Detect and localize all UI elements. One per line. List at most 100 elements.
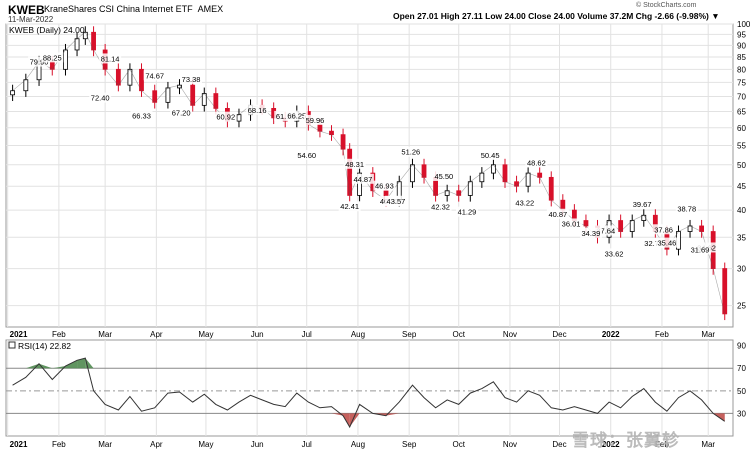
price-annotation-label: 37.64 [596, 226, 615, 235]
chart-header: KWEB KraneShares CSI China Internet ETF … [0, 0, 750, 24]
price-tick-label: 25 [737, 302, 746, 311]
price-candle [190, 84, 196, 106]
rsi-line [12, 357, 725, 429]
rsi-x-tick-label: Jun [251, 440, 264, 449]
price-annotation-bg [579, 227, 602, 238]
price-x-tick-label: Feb [52, 330, 66, 339]
rsi-oversold-fill [349, 413, 360, 427]
rsi-x-tick-label: 2022 [602, 440, 620, 449]
price-annotation-bg [170, 107, 193, 118]
price-annotation-label: 48.62 [527, 158, 546, 167]
price-annotation-label: 81.14 [101, 54, 120, 63]
rsi-panel-title: RSI(14) 22.82 [18, 341, 71, 351]
rsi-x-tick-label: Feb [52, 440, 66, 449]
price-annotation-bg [688, 244, 711, 255]
price-tick-label: 40 [737, 206, 746, 215]
price-annotation-bg [373, 180, 396, 191]
price-annotation-label: 34.39 [582, 229, 601, 238]
price-annotation-bg [642, 237, 665, 248]
price-tick-label: 45 [737, 182, 746, 191]
price-annotation-label: 54.60 [297, 151, 316, 160]
rsi-tick-label: 70 [737, 364, 746, 373]
price-annotation-bg [343, 158, 366, 169]
price-annotation-bg [180, 73, 203, 84]
rsi-x-tick-label: Nov [503, 440, 517, 449]
rsi-x-tick-label: Apr [150, 440, 163, 449]
rsi-x-tick-label: Mar [98, 440, 112, 449]
price-tick-label: 80 [737, 65, 746, 74]
price-annotation-bg [303, 114, 326, 125]
price-annotation-label: 88.25 [43, 53, 62, 62]
price-panel-title: KWEB (Daily) 24.00 [9, 25, 85, 35]
fund-name-text: KraneShares CSI China Internet ETF [44, 4, 193, 14]
price-x-tick-label: Apr [150, 330, 163, 339]
price-annotation-bg [525, 157, 548, 168]
price-tick-label: 35 [737, 233, 746, 242]
rsi-x-tick-label: Aug [351, 440, 365, 449]
fund-name: KraneShares CSI China Internet ETF AMEX [44, 5, 223, 14]
price-annotation-label: 66.33 [132, 111, 151, 120]
rsi-tick-label: 50 [737, 387, 746, 396]
price-tick-label: 75 [737, 78, 746, 87]
price-annotation-bg [130, 110, 153, 121]
rsi-x-tick-label: Feb [655, 440, 669, 449]
price-annotation-bg [99, 53, 122, 64]
price-annotation-label: 51.26 [401, 148, 420, 157]
price-annotation-label: 61.15 [276, 112, 295, 121]
price-candle [165, 87, 171, 103]
price-annotation-label: 37.86 [654, 225, 673, 234]
rsi-tick-label: 30 [737, 409, 746, 418]
price-annotation-bg [143, 70, 166, 81]
price-tick-label: 100 [737, 20, 750, 29]
price-x-tick-label: Jun [251, 330, 264, 339]
chart-date: 11-Mar-2022 [8, 15, 54, 24]
price-annotation-label: 79.90 [30, 58, 49, 67]
price-annotation-bg [295, 149, 318, 160]
price-annotation-bg [274, 110, 297, 121]
copyright: © StockCharts.com [636, 2, 697, 9]
price-tick-label: 55 [737, 141, 746, 150]
price-tick-label: 30 [737, 265, 746, 274]
price-annotation-bg [351, 173, 374, 184]
price-annotation-label: 33.62 [605, 249, 624, 258]
price-annotation-label: 72.40 [91, 94, 110, 103]
rsi-overbought-fill [77, 358, 86, 369]
price-x-tick-label: May [198, 330, 213, 339]
price-annotation-bg [41, 52, 64, 63]
price-candle [10, 90, 16, 96]
price-tick-label: 85 [737, 53, 746, 62]
price-annotation-bg [513, 197, 536, 208]
price-tick-label: 50 [737, 161, 746, 170]
price-x-tick-label: Jul [302, 330, 312, 339]
price-annotation-bg [246, 104, 269, 115]
price-annotation-label: 43.57 [387, 197, 406, 206]
price-x-tick-label: Feb [655, 330, 669, 339]
price-x-tick-label: Mar [98, 330, 112, 339]
price-annotation-label: 67.20 [172, 109, 191, 118]
price-annotation-bg [429, 201, 452, 212]
price-annotation-label: 43.22 [515, 198, 534, 207]
ohlc-summary: Open 27.01 High 27.11 Low 24.00 Close 24… [393, 11, 720, 21]
rsi-overbought-fill [65, 360, 78, 369]
price-annotation-label: 32.73 [644, 239, 663, 248]
price-x-tick-label: 2021 [10, 330, 28, 339]
price-annotation-label: 41.29 [458, 208, 477, 217]
price-candle [23, 79, 29, 92]
price-annotation-label: 66.25 [287, 112, 306, 121]
price-annotation-label: 59.96 [306, 116, 325, 125]
price-annotation-bg [652, 224, 675, 235]
price-annotation-label: 42.41 [340, 202, 359, 211]
price-annotation-bg [28, 56, 51, 67]
price-annotation-bg [594, 225, 617, 236]
rsi-x-tick-label: Dec [552, 440, 566, 449]
price-annotation-label: 42.32 [431, 203, 450, 212]
price-annotation-bg [546, 208, 569, 219]
rsi-x-tick-label: Oct [452, 440, 465, 449]
price-annotation-label: 60.92 [216, 113, 235, 122]
price-x-tick-label: Aug [351, 330, 365, 339]
price-annotation-bg [655, 237, 678, 248]
price-annotation-label: 50.45 [481, 151, 500, 160]
price-tick-label: 65 [737, 108, 746, 117]
price-annotation-bg [603, 248, 626, 259]
